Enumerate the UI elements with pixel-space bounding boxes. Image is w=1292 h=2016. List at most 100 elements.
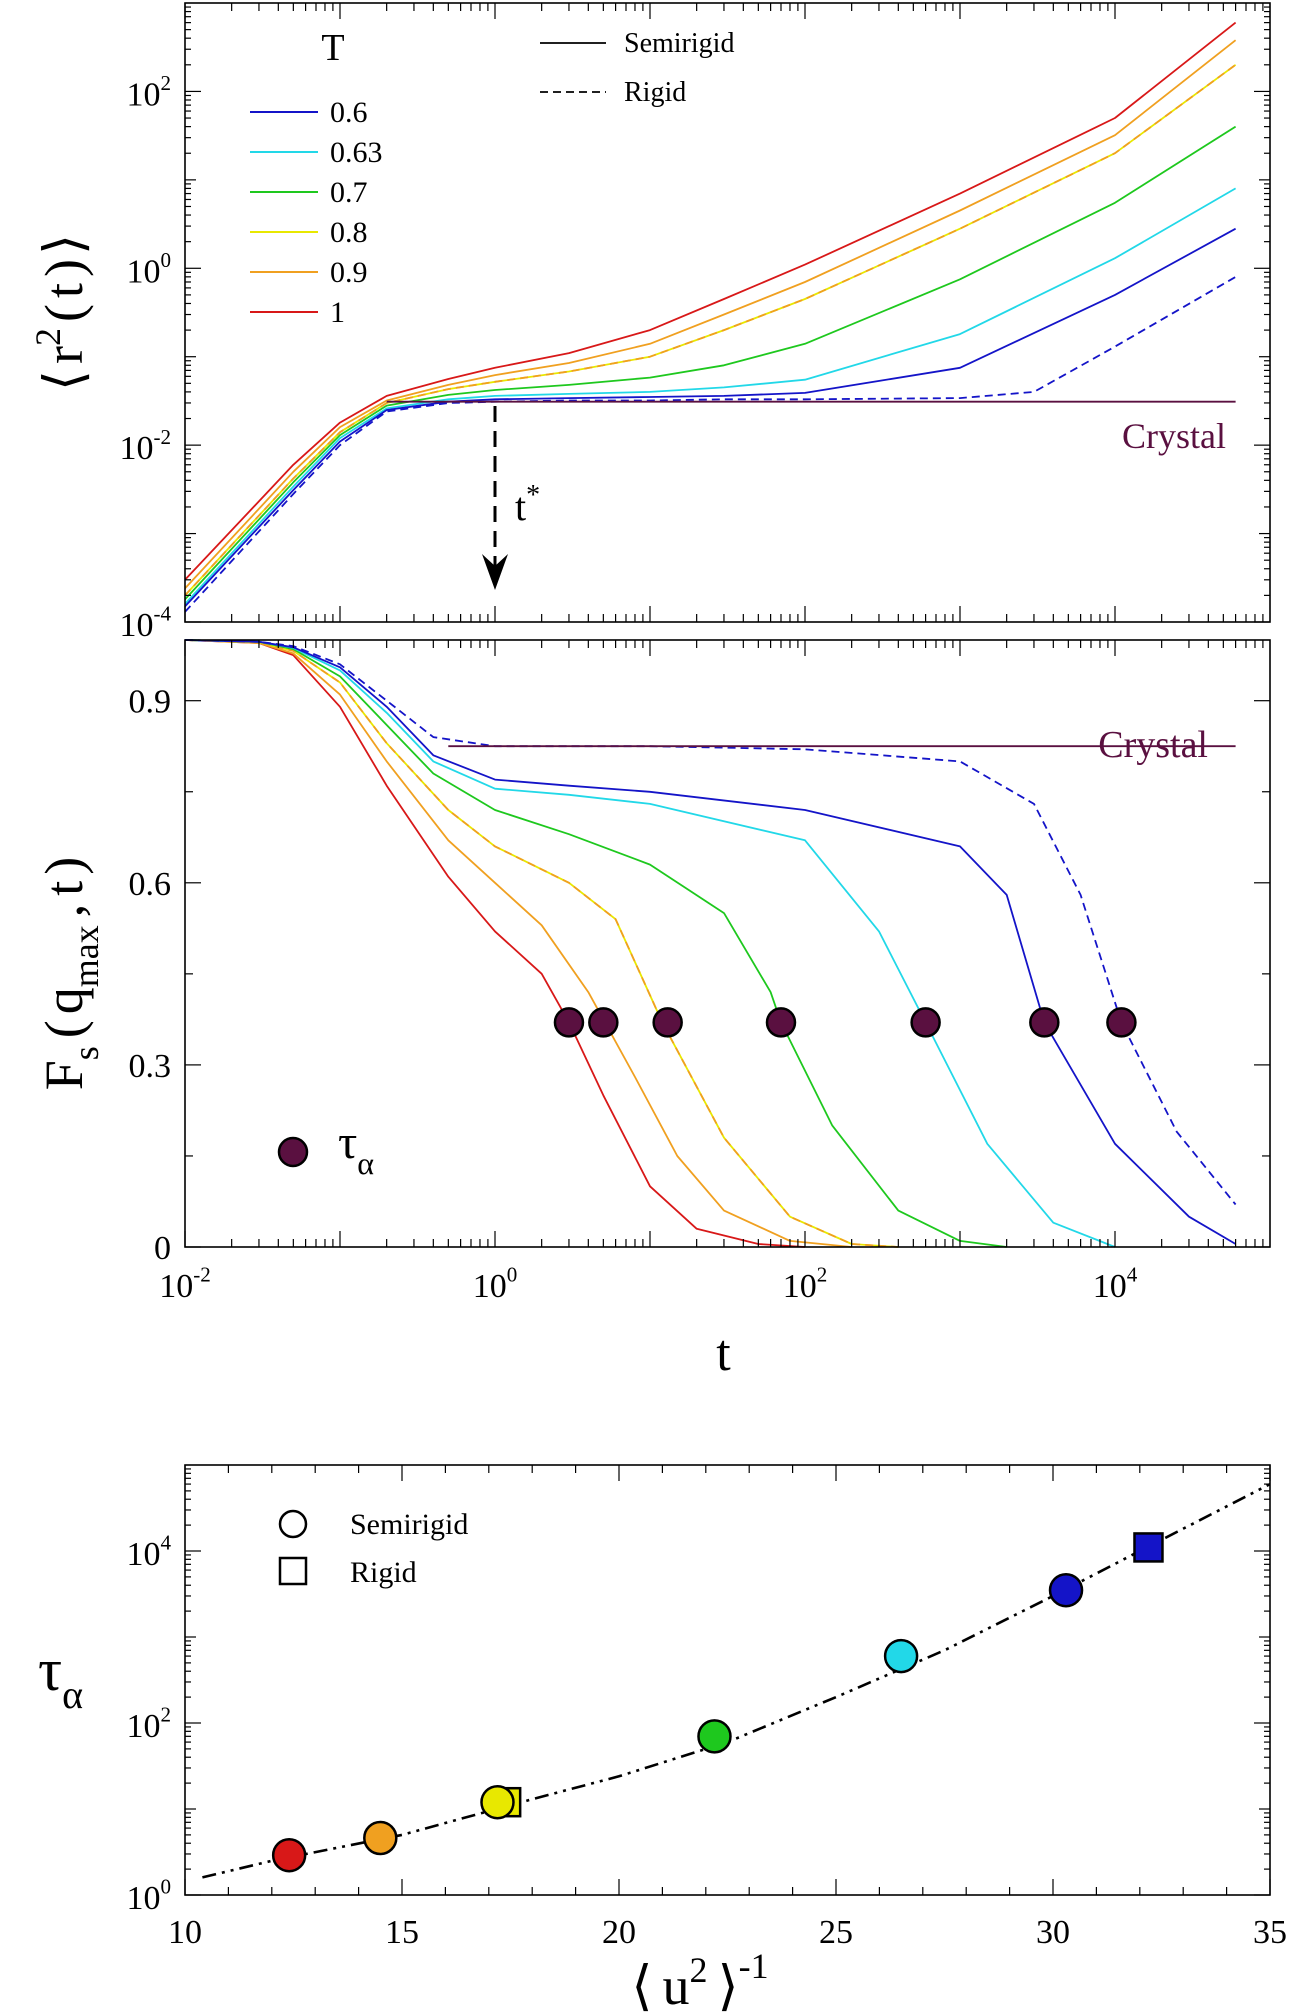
fs-xtick-label: 104 bbox=[1093, 1263, 1138, 1305]
msd-legend-label-semirigid: Semirigid bbox=[624, 28, 734, 59]
fs-ylabel-comma: , bbox=[34, 904, 94, 918]
fs-series-0_9 bbox=[184, 639, 852, 1248]
fs-ylabel-max: max bbox=[66, 925, 106, 987]
fs-tau-alpha-marker bbox=[765, 1007, 797, 1038]
msd-series-0_6 bbox=[184, 227, 1237, 608]
tau-ylabel: τα bbox=[38, 1637, 83, 1717]
fs-xtick-label: 102 bbox=[783, 1263, 828, 1305]
fs-series-0_7 bbox=[184, 639, 1007, 1248]
fs-ytick-label: 0.6 bbox=[129, 866, 172, 903]
tau-semirigid-point bbox=[480, 1784, 515, 1820]
fs-series-1 bbox=[184, 639, 806, 1248]
tstar-label-t: t bbox=[515, 484, 526, 529]
fs-ylabel: Fs (qmax, t) bbox=[34, 857, 106, 1091]
fs-xtick-label-exp: -2 bbox=[193, 1263, 211, 1287]
fs-tau-alpha-marker bbox=[553, 1007, 585, 1038]
fs-xtick-label: 10-2 bbox=[159, 1263, 211, 1305]
msd-ytick-label-base: 10 bbox=[126, 76, 160, 113]
msd-ytick-label-exp: 0 bbox=[160, 248, 171, 272]
msd-legend-title: T bbox=[321, 27, 344, 69]
msd-ytick-label-base: 10 bbox=[126, 253, 160, 290]
tau-xtick-label: 35 bbox=[1253, 1914, 1287, 1951]
fs-panel: 00.30.60.910-2 100 102 104tFs(qmax,t)ταCrys… bbox=[34, 639, 1271, 1382]
fs-legend-tau-marker bbox=[277, 1136, 309, 1168]
tau-ytick-label-base: 10 bbox=[126, 1880, 160, 1917]
tau-semirigid-point bbox=[1048, 1572, 1084, 1608]
fs-xtick-label-exp: 0 bbox=[507, 1263, 518, 1287]
msd-ytick-label: 10-2 bbox=[119, 425, 171, 467]
fs-xtick-label-base: 10 bbox=[159, 1268, 193, 1305]
msd-series-1 bbox=[184, 21, 1237, 581]
tau-ytick-label-exp: 4 bbox=[160, 1531, 171, 1555]
tau-rigid-point bbox=[1133, 1532, 1164, 1563]
msd-panel: 10-410-2100102⟨r2(t)⟩T0.60.630.70.80.91S… bbox=[28, 2, 1271, 644]
tau-xlabel-u: u bbox=[663, 1956, 690, 2016]
tau-ytick-label-exp: 0 bbox=[160, 1875, 171, 1899]
tau-frame bbox=[184, 1464, 1271, 1896]
fs-xtick-label-exp: 4 bbox=[1127, 1263, 1138, 1287]
fs-xtick-label-base: 10 bbox=[783, 1268, 817, 1305]
fs-xlabel: t bbox=[716, 1325, 731, 1382]
msd-series-0_6-dashed bbox=[184, 276, 1237, 613]
tau-xtick-label: 25 bbox=[819, 1914, 853, 1951]
tau-ytick-label: 102 bbox=[126, 1703, 171, 1745]
tau-ylabel-sub: α bbox=[62, 1672, 83, 1717]
tau-xlabel-sq: 2 bbox=[690, 1950, 708, 1990]
msd-ytick-label-exp: -2 bbox=[153, 425, 171, 449]
msd-legend-label-0_7: 0.7 bbox=[330, 176, 368, 209]
msd-legend-label-0_63: 0.63 bbox=[330, 136, 383, 169]
tau-xtick-label: 30 bbox=[1036, 1914, 1070, 1951]
tau-semirigid-point bbox=[363, 1820, 398, 1856]
fs-tau-alpha-marker bbox=[1106, 1007, 1137, 1038]
fs-tau-alpha-marker bbox=[910, 1007, 941, 1038]
tstar-label: t* bbox=[515, 480, 540, 529]
tau-semirigid-point bbox=[883, 1638, 919, 1674]
fs-xtick-label-exp: 2 bbox=[817, 1263, 828, 1287]
fs-series-0_6 bbox=[184, 639, 1237, 1245]
msd-ytick-label-exp: 2 bbox=[160, 71, 171, 95]
msd-series-0_9 bbox=[184, 39, 1237, 590]
tau-xtick-label: 15 bbox=[385, 1914, 419, 1951]
msd-ylabel: ⟨ r2 (t) ⟩ bbox=[28, 234, 94, 391]
msd-ytick-label: 102 bbox=[126, 71, 171, 113]
fs-tau-alpha-marker bbox=[588, 1007, 619, 1038]
fs-frame bbox=[184, 639, 1271, 1248]
fs-tau-alpha-marker bbox=[652, 1007, 683, 1038]
msd-frame bbox=[184, 2, 1271, 623]
msd-series-0_63 bbox=[184, 187, 1237, 605]
msd-legend-label-0_9: 0.9 bbox=[330, 256, 368, 289]
tau-xtick-label: 20 bbox=[602, 1914, 636, 1951]
fs-xtick-label-base: 10 bbox=[473, 1268, 507, 1305]
msd-series-0_8-dashed bbox=[184, 64, 1237, 597]
msd-ylabel-r: r bbox=[34, 346, 94, 364]
tau-ytick-label-base: 10 bbox=[126, 1536, 160, 1573]
msd-ylabel-lp: ( bbox=[34, 304, 94, 322]
fs-series-0_63 bbox=[184, 639, 1116, 1248]
fs-legend-tau-label: τα bbox=[338, 1116, 374, 1181]
fs-ylabel-rp: ) bbox=[34, 857, 94, 875]
msd-ytick-label: 100 bbox=[126, 248, 171, 290]
fs-crystal-label: Crystal bbox=[1098, 724, 1208, 766]
tstar-arrow-head bbox=[482, 554, 508, 590]
fs-xtick-label: 100 bbox=[473, 1263, 518, 1305]
fs-ylabel-q: q bbox=[34, 987, 94, 1014]
msd-crystal-label: Crystal bbox=[1122, 416, 1226, 456]
msd-ytick-label-base: 10 bbox=[119, 607, 153, 644]
tau-semirigid-point bbox=[697, 1719, 732, 1754]
fs-ylabel-F: F bbox=[34, 1060, 94, 1090]
fs-ylabel-s: s bbox=[66, 1046, 106, 1060]
msd-series-0_7 bbox=[184, 125, 1237, 601]
fs-ytick-label: 0 bbox=[154, 1230, 171, 1267]
fs-ytick-label: 0.3 bbox=[129, 1048, 172, 1085]
tau-ytick-label: 100 bbox=[126, 1875, 171, 1917]
msd-ytick-label-base: 10 bbox=[119, 430, 153, 467]
tau-xtick-label: 10 bbox=[168, 1914, 202, 1951]
tau-ytick-label-base: 10 bbox=[126, 1708, 160, 1745]
msd-ylabel-sq: 2 bbox=[28, 328, 68, 346]
tau-legend-square bbox=[278, 1556, 308, 1586]
fs-ylabel-t: t bbox=[34, 881, 94, 896]
fs-ytick-label: 0.9 bbox=[129, 684, 172, 721]
tau-xlabel: ⟨ u2 ⟩-1 bbox=[631, 1946, 768, 2016]
msd-legend-label-rigid: Rigid bbox=[624, 77, 686, 108]
